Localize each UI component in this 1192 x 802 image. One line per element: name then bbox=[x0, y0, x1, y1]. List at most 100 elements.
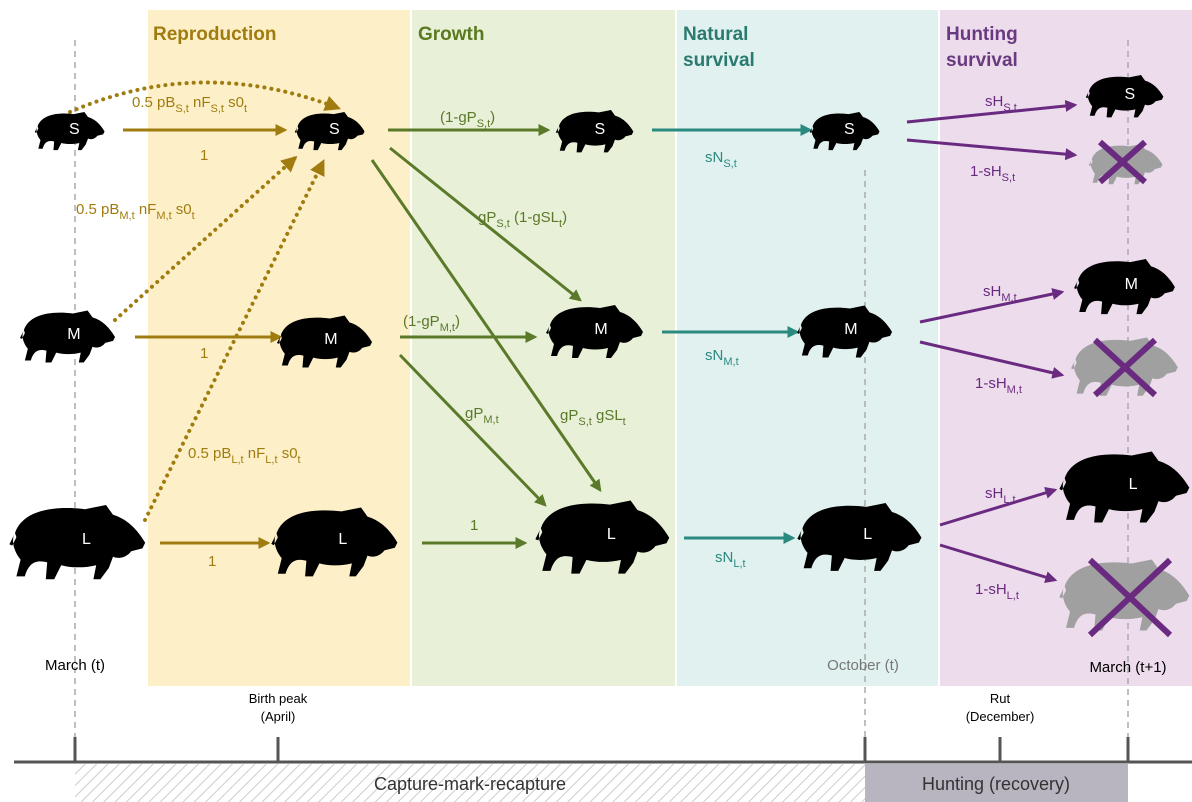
node-letter: L bbox=[1129, 476, 1138, 493]
subscript: M,t bbox=[156, 210, 171, 222]
event-label: Birth peak bbox=[249, 691, 308, 706]
subscript: M,t bbox=[119, 210, 134, 222]
label-part: ) bbox=[562, 209, 567, 226]
label-part: sN bbox=[705, 347, 723, 364]
stage-title: Growth bbox=[418, 24, 485, 45]
time-label: March (t+1) bbox=[1089, 659, 1166, 676]
subscript: L,t bbox=[733, 558, 745, 570]
label-part: sN bbox=[705, 149, 723, 166]
period-label: Capture-mark-recapture bbox=[374, 774, 566, 794]
subscript: S,t bbox=[477, 118, 490, 130]
event-label: (December) bbox=[966, 709, 1035, 724]
period-hunting bbox=[865, 764, 1128, 802]
subscript: t bbox=[623, 416, 626, 428]
node-letter: M bbox=[594, 321, 607, 338]
edge-label: 0.5 pBS,t nFS,t s0t bbox=[132, 94, 247, 115]
stage-title: survival bbox=[683, 50, 755, 71]
label-part: nF bbox=[135, 201, 157, 218]
stage-title: Natural bbox=[683, 24, 748, 45]
label-part: sN bbox=[715, 549, 733, 566]
stage-title: Hunting bbox=[946, 24, 1018, 45]
edge-label: 1 bbox=[470, 517, 478, 534]
node-letter: S bbox=[594, 121, 605, 138]
label-part: 1 bbox=[470, 517, 478, 534]
label-part: 0.5 pB bbox=[132, 94, 175, 111]
label-part: 1 bbox=[200, 147, 208, 164]
subscript: L,t bbox=[265, 454, 277, 466]
edge-label: 1 bbox=[200, 147, 208, 164]
node-letter: S bbox=[844, 121, 855, 138]
time-label: March (t) bbox=[45, 657, 105, 674]
edge-label: 1 bbox=[200, 345, 208, 362]
edge-arrow bbox=[398, 353, 547, 507]
edge-arrow bbox=[939, 543, 1058, 583]
stage-title: Reproduction bbox=[153, 24, 277, 45]
edge-label: sNL,t bbox=[715, 549, 746, 570]
edge-arrow bbox=[906, 138, 1078, 161]
edge-label: 1 bbox=[208, 553, 216, 570]
edge-arrow bbox=[113, 155, 298, 322]
edge-arrow bbox=[370, 159, 602, 492]
label-part: s0 bbox=[278, 445, 298, 462]
edge-label: 1-sHS,t bbox=[970, 163, 1015, 184]
label-part: nF bbox=[189, 94, 211, 111]
label-part: sH bbox=[983, 283, 1001, 300]
label-part: ) bbox=[455, 313, 460, 330]
period-label: Hunting (recovery) bbox=[922, 774, 1070, 794]
band-growth bbox=[412, 10, 675, 686]
subscript: S,t bbox=[723, 158, 736, 170]
edge-label: gPS,t (1-gSLt) bbox=[478, 209, 567, 230]
subscript: M,t bbox=[1007, 384, 1022, 396]
node-letter: M bbox=[67, 326, 80, 343]
label-part: sH bbox=[985, 93, 1003, 110]
label-part: 1-sH bbox=[975, 375, 1007, 392]
node-letter: M bbox=[1125, 276, 1138, 293]
edge-label: 0.5 pBM,t nFM,t s0t bbox=[76, 201, 195, 222]
label-part: (1-gSL bbox=[510, 209, 559, 226]
label-part: 1-sH bbox=[975, 581, 1007, 598]
label-part: 1 bbox=[208, 553, 216, 570]
label-part: nF bbox=[244, 445, 266, 462]
cross bbox=[1087, 557, 1173, 638]
subscript: t bbox=[298, 454, 301, 466]
node-letter: M bbox=[324, 331, 337, 348]
edge-label: (1-gPS,t) bbox=[440, 109, 495, 130]
label-part: ) bbox=[490, 109, 495, 126]
label-part: 1-sH bbox=[970, 163, 1002, 180]
edge-label: sHL,t bbox=[985, 485, 1016, 506]
subscript: L,t bbox=[231, 454, 243, 466]
edge-arrow bbox=[389, 146, 582, 302]
stage-title: survival bbox=[946, 50, 1018, 71]
label-part: (1-gP bbox=[403, 313, 440, 330]
node-letter: L bbox=[863, 526, 872, 543]
edge-arrow bbox=[68, 80, 341, 114]
subscript: L,t bbox=[1007, 590, 1019, 602]
label-part: s0 bbox=[172, 201, 192, 218]
subscript: S,t bbox=[1002, 172, 1015, 184]
label-part: sH bbox=[985, 485, 1003, 502]
subscript: S,t bbox=[496, 218, 509, 230]
node-letter: L bbox=[338, 531, 347, 548]
edge-label: gPS,t gSLt bbox=[560, 407, 626, 428]
edge-label: 0.5 pBL,t nFL,t s0t bbox=[188, 445, 301, 466]
node-letter: M bbox=[844, 321, 857, 338]
label-part: s0 bbox=[224, 94, 244, 111]
label-part: (1-gP bbox=[440, 109, 477, 126]
edge-label: (1-gPM,t) bbox=[403, 313, 460, 334]
node-letter: L bbox=[82, 531, 91, 548]
edge-label: sHM,t bbox=[983, 283, 1017, 304]
edge-label: sHS,t bbox=[985, 93, 1017, 114]
subscript: M,t bbox=[483, 414, 498, 426]
period-cmr bbox=[75, 764, 865, 802]
cross bbox=[1092, 337, 1158, 398]
event-label: Rut bbox=[990, 691, 1011, 706]
label-part: gP bbox=[478, 209, 496, 226]
cross bbox=[1098, 139, 1147, 185]
edge-label: gPM,t bbox=[465, 405, 499, 426]
edge-label: 1-sHL,t bbox=[975, 581, 1019, 602]
subscript: M,t bbox=[723, 356, 738, 368]
time-label: October (t) bbox=[827, 657, 899, 674]
label-part: gSL bbox=[592, 407, 623, 424]
subscript: L,t bbox=[1003, 494, 1015, 506]
